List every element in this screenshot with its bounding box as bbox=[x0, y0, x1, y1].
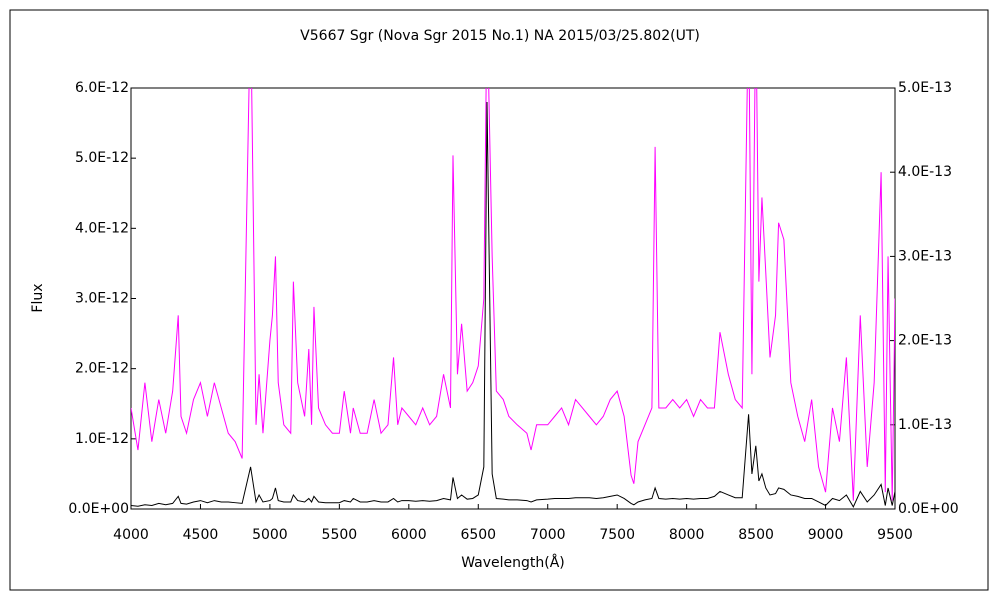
x-tick-label: 7000 bbox=[530, 527, 566, 543]
chart-title: V5667 Sgr (Nova Sgr 2015 No.1) NA 2015/0… bbox=[300, 28, 700, 44]
x-tick-label: 4500 bbox=[183, 527, 219, 543]
series-line bbox=[131, 102, 895, 508]
y2-tick-label: 3.0E-13 bbox=[898, 248, 952, 264]
x-tick-label: 8500 bbox=[738, 527, 774, 543]
y-tick-label: 3.0E-12 bbox=[75, 291, 129, 307]
frame bbox=[9, 9, 989, 591]
x-tick-label: 7500 bbox=[599, 527, 635, 543]
y-axis-label: Flux bbox=[30, 283, 46, 312]
x-tick-label: 4000 bbox=[113, 527, 149, 543]
x-tick-label: 5500 bbox=[322, 527, 358, 543]
x-tick-label: 9000 bbox=[808, 527, 844, 543]
x-tick-label: 8000 bbox=[669, 527, 705, 543]
y2-tick-label: 2.0E-13 bbox=[898, 333, 952, 349]
y-tick-label: 2.0E-12 bbox=[75, 361, 129, 377]
series-line bbox=[131, 88, 895, 501]
plot-lines bbox=[131, 88, 895, 508]
x-tick-label: 5000 bbox=[252, 527, 288, 543]
y2-tick-label: 4.0E-13 bbox=[898, 164, 952, 180]
x-tick-label: 9500 bbox=[877, 527, 913, 543]
y-tick-label: 0.0E+00 bbox=[68, 501, 129, 517]
y-tick-label: 5.0E-12 bbox=[75, 150, 129, 166]
y2-tick-label: 1.0E-13 bbox=[898, 417, 952, 433]
y-tick-label: 6.0E-12 bbox=[75, 80, 129, 96]
x-tick-label: 6500 bbox=[460, 527, 496, 543]
y2-tick-label: 0.0E+00 bbox=[898, 501, 959, 517]
x-axis-label: Wavelength(Å) bbox=[461, 554, 565, 571]
y2-tick-label: 5.0E-13 bbox=[898, 80, 952, 96]
x-tick-label: 6000 bbox=[391, 527, 427, 543]
y-tick-label: 4.0E-12 bbox=[75, 220, 129, 236]
y-tick-label: 1.0E-12 bbox=[75, 431, 129, 447]
